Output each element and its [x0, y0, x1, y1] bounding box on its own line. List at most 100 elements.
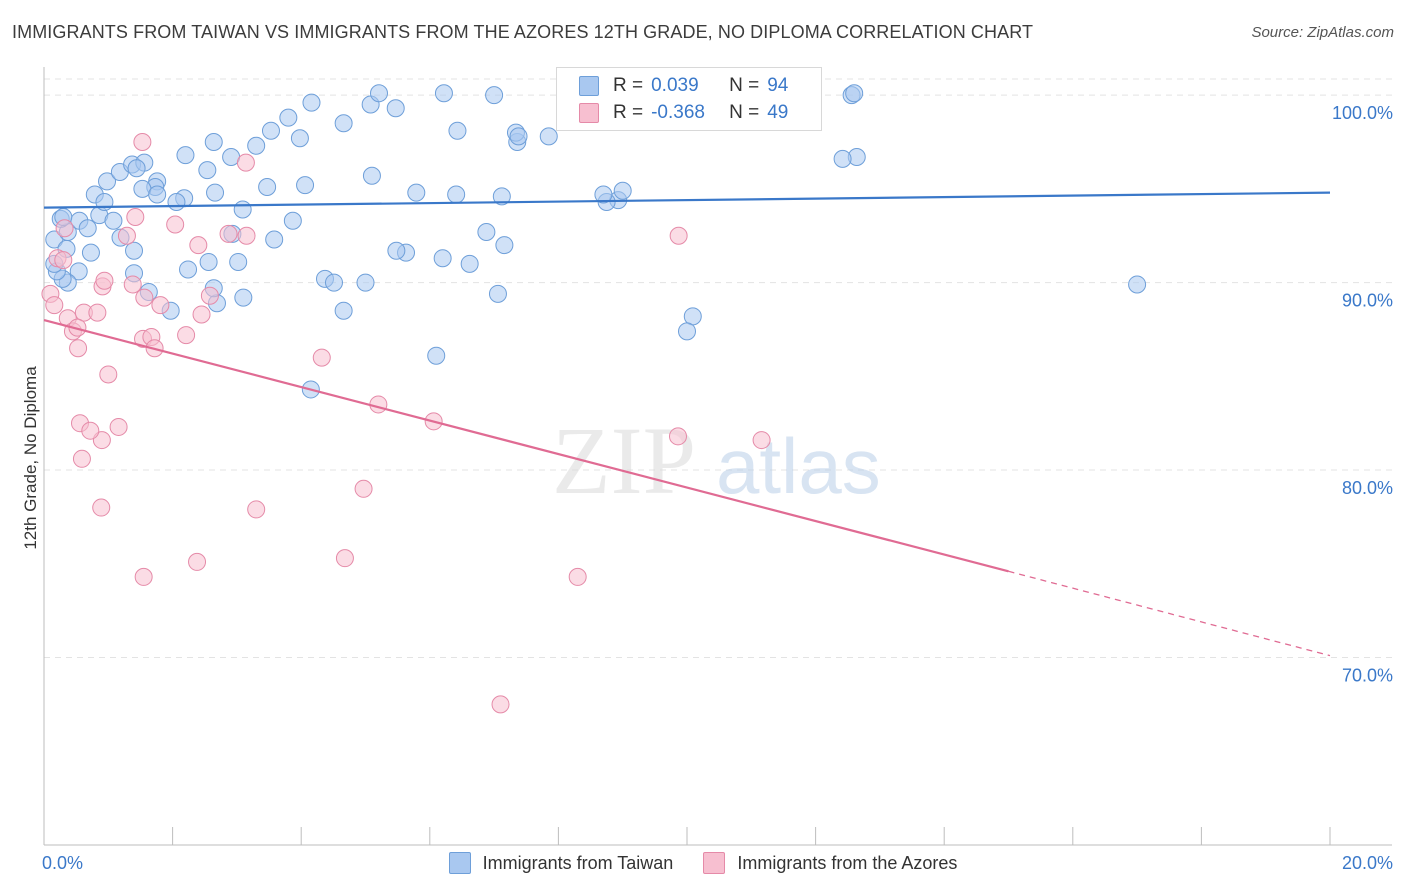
series-azores	[41, 132, 771, 714]
data-point	[434, 84, 453, 103]
data-point	[151, 296, 170, 315]
data-point	[167, 192, 186, 211]
data-point	[362, 166, 381, 185]
data-point	[133, 132, 152, 151]
data-point	[72, 449, 91, 468]
data-point	[45, 230, 64, 249]
data-point	[148, 185, 167, 204]
watermark-zip: ZIP	[552, 407, 696, 514]
y-tick-label: 80.0%	[1342, 478, 1393, 498]
data-point	[302, 93, 321, 112]
data-point	[126, 207, 145, 226]
data-point	[247, 136, 266, 155]
data-point	[296, 176, 315, 195]
data-point	[334, 114, 353, 133]
data-point	[135, 288, 154, 307]
data-point	[95, 271, 114, 290]
data-point	[491, 695, 510, 714]
data-point	[447, 185, 466, 204]
data-point	[188, 552, 207, 571]
legend-item-taiwan[interactable]: Immigrants from Taiwan	[448, 852, 674, 874]
data-point	[477, 222, 496, 241]
watermark: ZIP atlas	[552, 407, 881, 514]
series-taiwan	[45, 84, 1147, 399]
data-point	[495, 236, 514, 255]
data-point	[492, 187, 511, 206]
data-point	[234, 288, 253, 307]
data-point	[233, 200, 252, 219]
data-point	[509, 127, 528, 146]
data-point	[125, 241, 144, 260]
legend-item-azores[interactable]: Immigrants from the Azores	[703, 852, 957, 874]
x-tick-label: 20.0%	[1342, 853, 1393, 873]
n-value: 94	[767, 75, 789, 96]
data-point	[88, 303, 107, 322]
data-point	[261, 121, 280, 140]
data-point	[1128, 275, 1147, 294]
data-point	[69, 339, 88, 358]
watermark-atlas: atlas	[716, 422, 881, 510]
y-tick-label: 90.0%	[1342, 291, 1393, 311]
data-point	[594, 185, 613, 204]
y-tick-label: 70.0%	[1342, 666, 1393, 686]
data-point	[369, 395, 388, 414]
source-label: Source: ZipAtlas.com	[1251, 24, 1394, 41]
data-point	[117, 226, 136, 245]
data-point	[845, 84, 864, 103]
data-point	[407, 183, 426, 202]
r-label: R =	[613, 75, 644, 96]
data-point	[283, 211, 302, 230]
data-point	[335, 549, 354, 568]
data-point	[109, 417, 128, 436]
data-point	[433, 249, 452, 268]
stats-row-taiwan: R = 0.039 N = 94	[579, 73, 788, 99]
data-point	[134, 567, 153, 586]
data-point	[200, 286, 219, 305]
data-point	[189, 236, 208, 255]
data-point	[312, 348, 331, 367]
legend-label-taiwan: Immigrants from Taiwan	[482, 852, 674, 873]
data-point	[78, 219, 97, 238]
data-point	[247, 500, 266, 519]
data-point	[334, 301, 353, 320]
data-point	[370, 84, 389, 103]
data-point	[206, 183, 225, 202]
points-layer	[41, 84, 1147, 714]
data-point	[204, 132, 223, 151]
data-point	[176, 146, 195, 165]
n-value: 49	[767, 102, 789, 123]
y-tick-label: 100.0%	[1332, 103, 1393, 123]
data-point	[488, 284, 507, 303]
data-point	[192, 305, 211, 324]
data-point	[568, 567, 587, 586]
series-legend: Immigrants from Taiwan Immigrants from t…	[0, 852, 1406, 874]
data-point	[237, 226, 256, 245]
data-point	[54, 251, 73, 270]
data-point	[265, 230, 284, 249]
data-point	[386, 99, 405, 118]
data-point	[290, 129, 309, 148]
data-point	[539, 127, 558, 146]
data-point	[236, 153, 255, 172]
data-point	[427, 346, 446, 365]
data-point	[45, 296, 64, 315]
data-point	[613, 181, 632, 200]
data-point	[127, 159, 146, 178]
stats-row-azores: R = -0.368 N = 49	[579, 100, 788, 126]
data-point	[55, 219, 74, 238]
r-value: -0.368	[651, 102, 705, 123]
data-point	[279, 108, 298, 127]
data-point	[69, 262, 88, 281]
data-point	[485, 86, 504, 105]
data-point	[833, 149, 852, 168]
data-point	[229, 252, 248, 271]
data-point	[683, 307, 702, 326]
stats-legend: R = 0.039 N = 94 R = -0.368 N = 49	[556, 67, 822, 131]
data-point	[166, 215, 185, 234]
data-point	[324, 273, 343, 292]
data-point	[81, 243, 100, 262]
data-point	[177, 326, 196, 345]
n-label: N =	[729, 102, 760, 123]
y-axis-label: 12th Grade, No Diploma	[21, 366, 40, 550]
